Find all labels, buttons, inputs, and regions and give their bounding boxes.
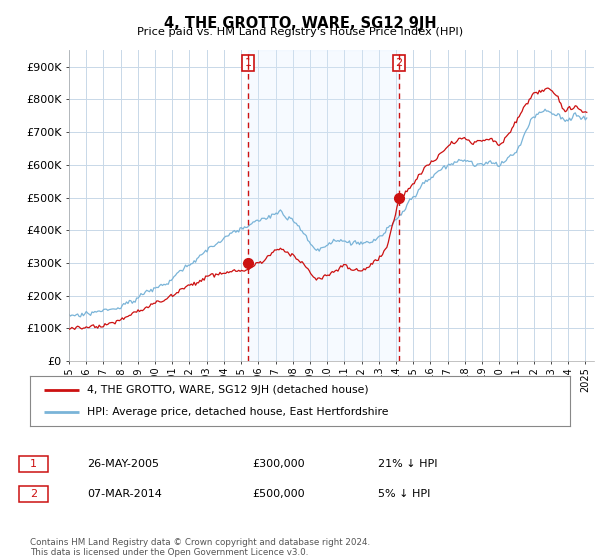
Text: 2: 2 <box>395 58 403 68</box>
Text: £500,000: £500,000 <box>252 489 305 499</box>
Text: 07-MAR-2014: 07-MAR-2014 <box>87 489 162 499</box>
Text: 5% ↓ HPI: 5% ↓ HPI <box>378 489 430 499</box>
Bar <box>248 50 399 361</box>
Text: 4, THE GROTTO, WARE, SG12 9JH: 4, THE GROTTO, WARE, SG12 9JH <box>164 16 436 31</box>
Text: Price paid vs. HM Land Registry's House Price Index (HPI): Price paid vs. HM Land Registry's House … <box>137 27 463 37</box>
Text: 1: 1 <box>245 58 251 68</box>
Text: Contains HM Land Registry data © Crown copyright and database right 2024.
This d: Contains HM Land Registry data © Crown c… <box>30 538 370 557</box>
Text: 21% ↓ HPI: 21% ↓ HPI <box>378 459 437 469</box>
Text: HPI: Average price, detached house, East Hertfordshire: HPI: Average price, detached house, East… <box>86 407 388 417</box>
Text: £300,000: £300,000 <box>252 459 305 469</box>
Text: 26-MAY-2005: 26-MAY-2005 <box>87 459 159 469</box>
Text: 4, THE GROTTO, WARE, SG12 9JH (detached house): 4, THE GROTTO, WARE, SG12 9JH (detached … <box>86 385 368 395</box>
Text: 1: 1 <box>30 459 37 469</box>
Text: 2: 2 <box>30 489 37 499</box>
